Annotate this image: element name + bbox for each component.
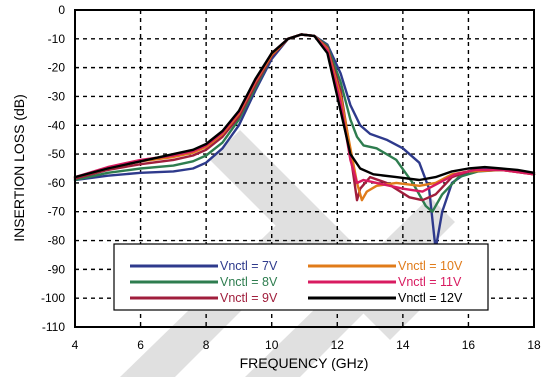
legend-label: Vnctl = 11V [398, 275, 462, 289]
y-tick-label: -20 [48, 61, 66, 75]
x-tick-label: 12 [331, 338, 345, 352]
y-tick-label: 0 [58, 3, 65, 17]
legend-label: Vnctl = 7V [220, 259, 278, 273]
y-tick-label: -10 [48, 32, 66, 46]
x-tick-labels: 4 6 8 10 12 14 16 18 [72, 338, 541, 352]
y-tick-label: -80 [48, 234, 66, 248]
legend: Vnctl = 7V Vnctl = 8V Vnctl = 9V Vnctl = 10… [113, 243, 489, 311]
y-tick-label: -40 [48, 118, 66, 132]
y-tick-label: -60 [48, 176, 66, 190]
y-tick-label: -90 [48, 262, 66, 276]
y-tick-label: -70 [48, 205, 66, 219]
series-layer [73, 33, 536, 251]
x-tick-label: 14 [396, 338, 410, 352]
legend-label: Vnctl = 8V [220, 275, 278, 289]
y-axis-label: INSERTION LOSS (dB) [11, 94, 27, 242]
x-axis-label: FREQUENCY (GHz) [240, 355, 369, 371]
x-tick-label: 10 [265, 338, 279, 352]
x-tick-label: 6 [137, 338, 144, 352]
x-tick-label: 18 [527, 338, 541, 352]
y-tick-label: -100 [41, 291, 65, 305]
legend-label: Vnctl = 10V [398, 259, 463, 273]
y-tick-label: -50 [48, 147, 66, 161]
legend-label: Vnctl = 12V [398, 291, 463, 305]
series-line [73, 33, 536, 213]
x-tick-label: 16 [462, 338, 476, 352]
plot-frame [74, 9, 535, 328]
y-tick-label: -110 [42, 320, 65, 334]
x-tick-label: 8 [203, 338, 210, 352]
y-tick-labels: 0 -10 -20 -30 -40 -50 -60 -70 -80 -90 -100 -110 [41, 3, 65, 334]
legend-label: Vnctl = 9V [220, 291, 278, 305]
series-line [73, 33, 536, 182]
y-tick-label: -30 [48, 89, 66, 103]
x-tick-label: 4 [72, 338, 79, 352]
